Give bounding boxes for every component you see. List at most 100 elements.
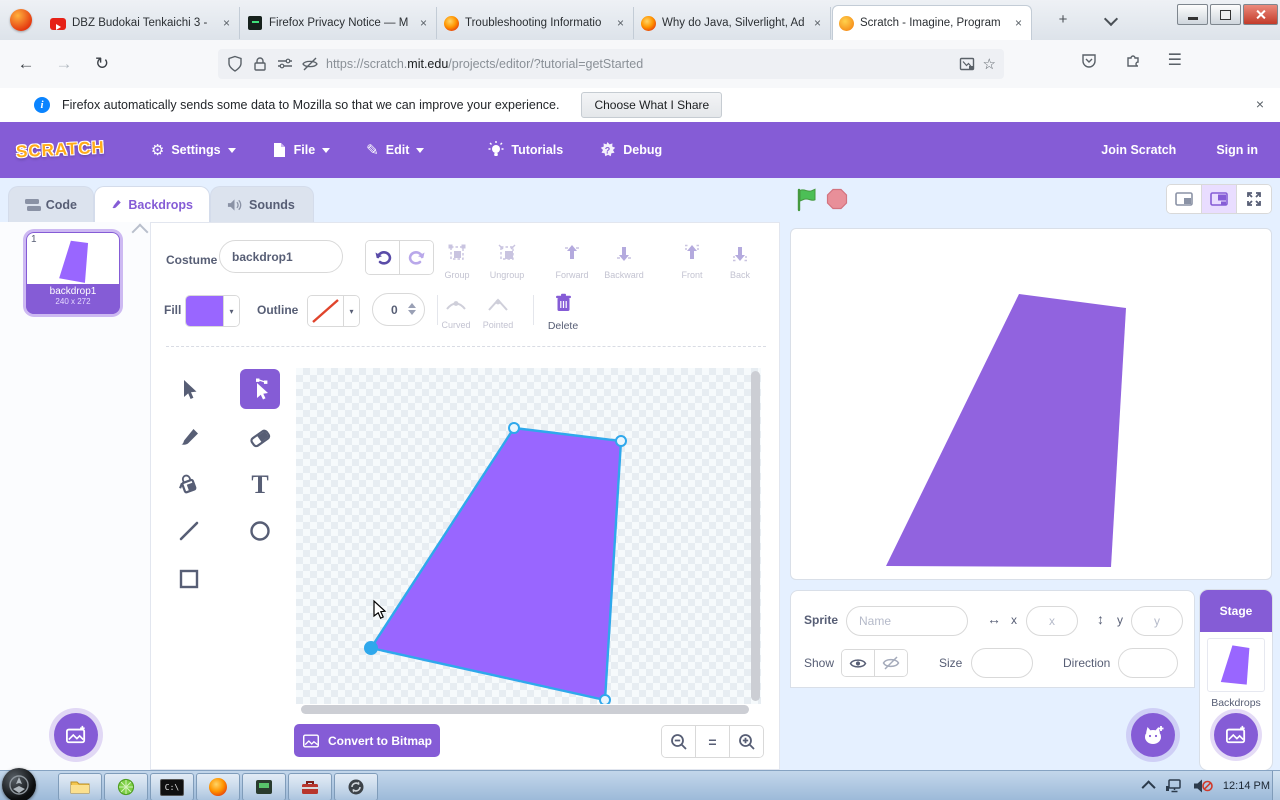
select-tool[interactable] [169, 369, 209, 409]
sprite-name-input[interactable] [846, 606, 968, 636]
list-tabs-button[interactable] [1100, 11, 1122, 28]
back-button[interactable]: ← [17, 54, 35, 73]
shape-handle-selected[interactable] [364, 641, 378, 655]
stage-selector-panel[interactable]: Stage Backdrops [1200, 590, 1272, 770]
add-sprite-button[interactable] [1131, 713, 1175, 757]
costume-name-input[interactable] [219, 240, 343, 273]
tray-expand-icon[interactable] [1141, 780, 1156, 795]
shape-handle[interactable] [508, 422, 520, 434]
tab-code[interactable]: Code [8, 186, 94, 222]
taskbar-toolbox-button[interactable] [288, 773, 332, 800]
menu-debug[interactable]: ? Debug [581, 122, 680, 178]
tab-backdrops[interactable]: Backdrops [94, 186, 210, 222]
menu-file[interactable]: File [254, 122, 349, 178]
group-button[interactable]: Group [431, 243, 483, 280]
forward-button[interactable]: → [55, 54, 73, 73]
minimize-button[interactable] [1177, 4, 1208, 25]
zoom-reset-button[interactable]: = [696, 726, 730, 757]
taskbar-clock[interactable]: 12:14 PM [1222, 780, 1270, 792]
backdrop-card-selected[interactable]: 1 backdrop1 240 x 272 [26, 232, 120, 314]
add-backdrop-button[interactable] [54, 713, 98, 757]
outline-color-picker[interactable]: ▾ [307, 295, 360, 327]
fill-color-swatch[interactable] [186, 296, 223, 326]
taskbar-app-button[interactable] [242, 773, 286, 800]
stage-thumbnail[interactable] [1207, 638, 1265, 692]
vertical-scrollbar[interactable] [751, 371, 760, 701]
taskbar-sync-button[interactable] [334, 773, 378, 800]
front-button[interactable]: Front [666, 243, 718, 280]
browser-tab[interactable]: Firefox Privacy Notice — M × [241, 7, 437, 39]
canvas-shape-layer[interactable] [296, 368, 761, 704]
convert-to-bitmap-button[interactable]: Convert to Bitmap [294, 724, 440, 757]
tab-close-icon[interactable]: × [813, 16, 821, 30]
backward-button[interactable]: Backward [598, 243, 650, 280]
ungroup-button[interactable]: Ungroup [481, 243, 533, 280]
firefox-menu-button[interactable] [10, 9, 32, 31]
browser-tab[interactable]: Troubleshooting Informatio × [438, 7, 634, 39]
hamburger-menu-icon[interactable]: ☰ [1167, 52, 1182, 69]
paint-canvas[interactable] [296, 368, 761, 704]
lock-icon[interactable] [251, 55, 269, 73]
y-input[interactable] [1131, 606, 1183, 636]
fullscreen-button[interactable] [1237, 185, 1271, 213]
back-button[interactable]: Back [714, 243, 766, 280]
show-button[interactable] [842, 650, 875, 676]
x-input[interactable] [1026, 606, 1078, 636]
horizontal-scrollbar[interactable] [301, 705, 749, 714]
circle-tool[interactable] [240, 511, 280, 551]
close-button[interactable] [1243, 4, 1278, 25]
taskbar-cmd-button[interactable]: C:\ [150, 773, 194, 800]
text-tool[interactable]: T [240, 465, 280, 505]
stage-viewport[interactable] [790, 228, 1272, 580]
browser-tab[interactable]: DBZ Budokai Tenkaichi 3 - × [44, 7, 240, 39]
add-backdrop-button-stage[interactable] [1214, 713, 1258, 757]
show-desktop-button[interactable] [1272, 771, 1280, 800]
zoom-out-button[interactable] [662, 726, 696, 757]
scroll-up-icon[interactable] [131, 223, 149, 241]
reload-button[interactable]: ↻ [94, 54, 110, 73]
reshape-tool-selected[interactable] [240, 369, 280, 409]
sprite-list-area[interactable] [790, 688, 1195, 770]
tab-close-icon[interactable]: × [616, 16, 624, 30]
outline-color-swatch[interactable] [308, 296, 343, 326]
pointed-button[interactable]: Pointed [473, 297, 523, 330]
shield-icon[interactable] [226, 55, 244, 73]
url-bar[interactable]: https://scratch.mit.edu/projects/editor/… [218, 49, 1004, 79]
small-stage-button[interactable] [1167, 185, 1202, 213]
extensions-puzzle-icon[interactable] [1124, 52, 1142, 70]
permissions-icon[interactable] [276, 55, 294, 73]
fill-tool[interactable] [169, 465, 209, 505]
size-input[interactable] [971, 648, 1033, 678]
delete-button[interactable]: Delete [539, 293, 587, 332]
curved-button[interactable]: Curved [431, 297, 481, 330]
tab-close-icon[interactable]: × [1014, 16, 1022, 30]
menu-settings[interactable]: ⚙ Settings [133, 122, 254, 178]
pocket-icon[interactable] [1080, 52, 1098, 70]
choose-what-i-share-button[interactable]: Choose What I Share [581, 92, 723, 118]
menu-edit[interactable]: ✎ Edit [348, 122, 442, 178]
brush-tool[interactable] [169, 418, 209, 458]
hide-button[interactable] [875, 650, 907, 676]
direction-input[interactable] [1118, 648, 1178, 678]
eraser-tool[interactable] [240, 418, 280, 458]
start-button[interactable] [2, 768, 36, 800]
tab-close-icon[interactable]: × [419, 16, 427, 30]
step-up-icon[interactable] [408, 303, 416, 308]
blocked-eye-icon[interactable] [301, 55, 319, 73]
scratch-logo[interactable]: SCRATCH [15, 137, 106, 162]
zoom-in-button[interactable] [730, 726, 763, 757]
menu-tutorials[interactable]: Tutorials [470, 122, 581, 178]
caret-down-icon[interactable]: ▾ [343, 296, 359, 326]
tab-sounds[interactable]: Sounds [210, 186, 314, 222]
taskbar-firefox-button[interactable] [196, 773, 240, 800]
sign-in-link[interactable]: Sign in [1216, 143, 1258, 157]
tab-close-icon[interactable]: × [222, 16, 230, 30]
fill-color-picker[interactable]: ▾ [185, 295, 240, 327]
caret-down-icon[interactable]: ▾ [223, 296, 239, 326]
stage-selector-header[interactable]: Stage [1200, 590, 1272, 632]
shape-handle[interactable] [615, 435, 627, 447]
muted-speaker-icon[interactable] [1193, 778, 1213, 794]
rectangle-tool[interactable] [169, 559, 209, 599]
browser-tab-active[interactable]: Scratch - Imagine, Program × [832, 5, 1032, 40]
forward-button[interactable]: Forward [546, 243, 598, 280]
